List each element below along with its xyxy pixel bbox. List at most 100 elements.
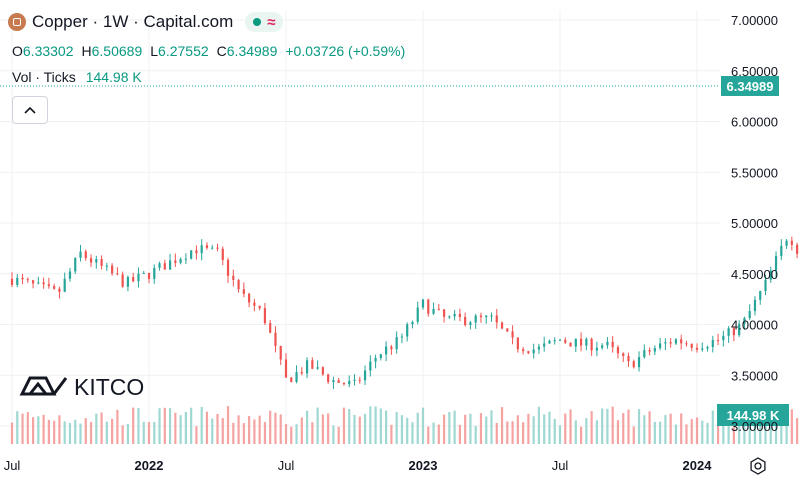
volume-bar: [637, 409, 641, 444]
volume-bar: [706, 422, 709, 444]
candle-body: [68, 271, 72, 279]
candle-body: [53, 286, 56, 289]
candle-body: [327, 374, 330, 382]
volume-legend: Vol · Ticks 144.98 K: [12, 69, 142, 85]
candle-body: [516, 337, 519, 350]
volume-bar: [74, 419, 77, 444]
candle-body: [232, 275, 235, 280]
volume-bar: [527, 413, 530, 444]
candle-body: [137, 273, 140, 282]
candle-body: [190, 250, 193, 259]
volume-badge-label: 144.98 K: [727, 408, 780, 423]
candle-body: [738, 324, 741, 336]
volume-bar: [211, 418, 214, 444]
candle-body: [785, 240, 788, 246]
kitco-wordmark: KITCO: [74, 374, 144, 400]
kitco-logo: KITCO: [19, 374, 144, 400]
volume-bar: [674, 424, 678, 444]
volume-bar: [416, 412, 419, 444]
candle-body: [163, 263, 166, 270]
y-tick-label: 4.00000: [731, 318, 778, 333]
candle-body: [753, 299, 757, 312]
candle-body: [400, 336, 404, 338]
candle-body: [126, 277, 130, 287]
last-price-label: 6.34989: [727, 79, 774, 94]
candle-body: [474, 315, 477, 323]
volume-bar: [411, 422, 414, 444]
volume-bar: [395, 412, 398, 444]
volume-bar: [680, 413, 683, 444]
candle-body: [305, 360, 309, 374]
candle-body: [158, 263, 161, 268]
candle-body: [780, 245, 783, 257]
volume-bar: [337, 426, 340, 444]
candle-body: [711, 339, 714, 348]
volume-bar: [469, 413, 472, 444]
candle-body: [84, 251, 87, 259]
candle-body: [211, 247, 214, 249]
volume-bar: [764, 422, 767, 444]
candle-body: [42, 282, 45, 285]
candle-body: [622, 353, 625, 356]
volume-bar: [200, 406, 203, 444]
volume-bar: [10, 422, 14, 444]
volume-bar: [385, 410, 388, 444]
candle-body: [342, 382, 346, 385]
volume-bar: [780, 413, 783, 444]
candle-body: [458, 313, 461, 317]
volume-bar: [111, 418, 114, 444]
candle-body: [653, 348, 656, 352]
candle-body: [695, 347, 699, 350]
axes: 7.00000 6.50000 6.00000 5.50000 5.00000 4.500…: [4, 13, 778, 473]
candle-body: [111, 265, 114, 274]
candle-body: [147, 272, 151, 279]
candle-body: [316, 367, 319, 369]
gear-icon[interactable]: [748, 456, 768, 476]
candle-body: [205, 245, 209, 248]
candle-body: [448, 316, 451, 318]
volume-bar: [274, 412, 277, 444]
volume-bar: [711, 410, 714, 444]
volume-bar: [137, 407, 140, 444]
volume-bar: [437, 424, 440, 444]
volume-bar: [522, 422, 525, 444]
volume-bar: [421, 407, 425, 444]
candle-body: [200, 245, 203, 254]
candle-body: [121, 274, 124, 287]
candle-body: [669, 342, 672, 344]
grid-lines: [0, 10, 720, 446]
candle-body: [585, 338, 588, 346]
volume-bar: [31, 417, 35, 444]
volume-bar: [685, 424, 688, 444]
high-value: 6.50689: [91, 43, 143, 59]
volume-bar: [105, 421, 108, 444]
y-tick-label: 3.50000: [731, 368, 778, 383]
candle-body: [174, 260, 177, 263]
volume-label: Vol · Ticks: [12, 69, 76, 85]
candle-body: [10, 278, 14, 285]
candle-body: [543, 343, 546, 347]
candle-body: [796, 244, 799, 254]
volume-bar: [21, 413, 24, 444]
volume-bar: [263, 422, 267, 444]
candle-body: [132, 277, 135, 282]
candle-body: [142, 272, 145, 274]
candle-body: [569, 342, 572, 347]
candle-body: [74, 257, 77, 272]
collapse-legend-button[interactable]: [12, 96, 48, 124]
candle-body: [469, 322, 472, 325]
candle-body: [337, 380, 340, 383]
volume-bar: [611, 406, 614, 444]
volume-bar: [453, 410, 456, 444]
candle-body: [58, 288, 61, 292]
candle-body: [79, 251, 82, 258]
candle-body: [479, 315, 483, 318]
market-status[interactable]: ≈: [245, 12, 284, 32]
symbol-title[interactable]: Copper · 1W · Capital.com: [32, 12, 234, 31]
candle-body: [379, 354, 382, 359]
candle-body: [269, 323, 272, 333]
volume-bar: [147, 422, 151, 444]
candle-body: [611, 341, 614, 348]
candle-body: [511, 331, 514, 338]
